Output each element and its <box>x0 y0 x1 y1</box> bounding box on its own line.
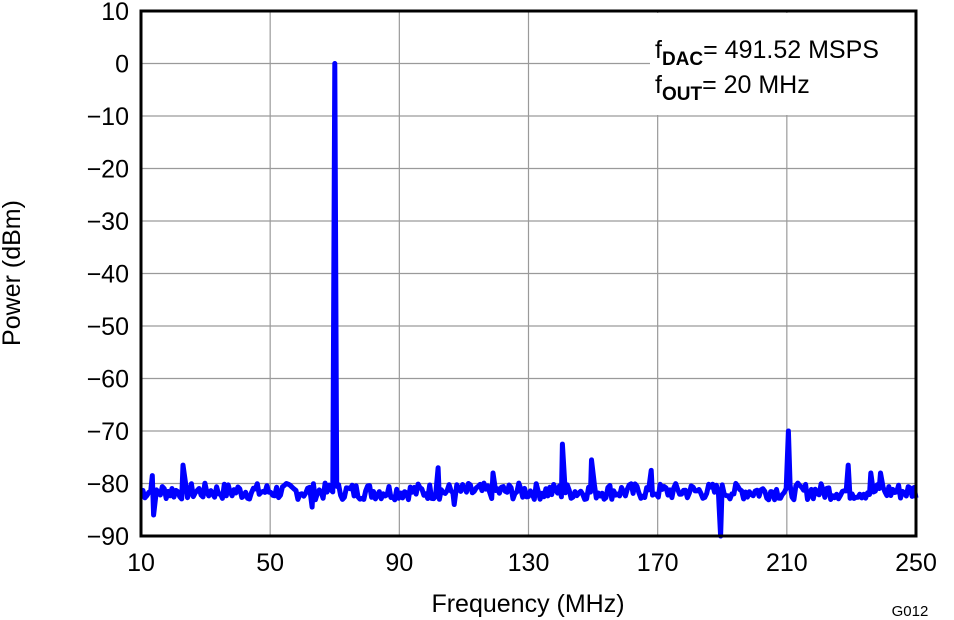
x-axis-label: Frequency (MHz) <box>431 590 624 618</box>
svg-text:0: 0 <box>115 51 129 79</box>
plot-frame <box>139 9 918 538</box>
figure-code: G012 <box>892 603 929 620</box>
svg-text:10: 10 <box>127 549 155 577</box>
svg-text:170: 170 <box>637 549 679 577</box>
svg-text:90: 90 <box>385 549 413 577</box>
y-axis-label: Power (dBm) <box>0 200 26 346</box>
svg-text:210: 210 <box>766 549 808 577</box>
annotation-box <box>650 13 915 115</box>
spectrum-trace <box>139 61 919 539</box>
x-axis-ticks: 10 50 90 130 170 210 250 <box>127 549 937 577</box>
svg-text:250: 250 <box>895 549 937 577</box>
annotation-fout: fOUT= 20 MHz <box>655 71 810 105</box>
svg-text:130: 130 <box>508 549 550 577</box>
annotation-fdac: fDAC= 491.52 MSPS <box>655 36 879 70</box>
svg-text:−60: −60 <box>87 366 129 394</box>
svg-text:−50: −50 <box>87 313 129 341</box>
svg-text:−40: −40 <box>87 261 129 289</box>
y-axis-ticks: 10 0 −10 −20 −30 −40 −50 −60 −70 −80 −90 <box>87 0 129 551</box>
svg-text:−90: −90 <box>87 523 129 551</box>
svg-text:−30: −30 <box>87 208 129 236</box>
svg-text:10: 10 <box>101 0 129 26</box>
svg-text:50: 50 <box>256 549 284 577</box>
svg-text:−70: −70 <box>87 418 129 446</box>
svg-text:−10: −10 <box>87 103 129 131</box>
svg-text:−20: −20 <box>87 156 129 184</box>
svg-text:−80: −80 <box>87 471 129 499</box>
